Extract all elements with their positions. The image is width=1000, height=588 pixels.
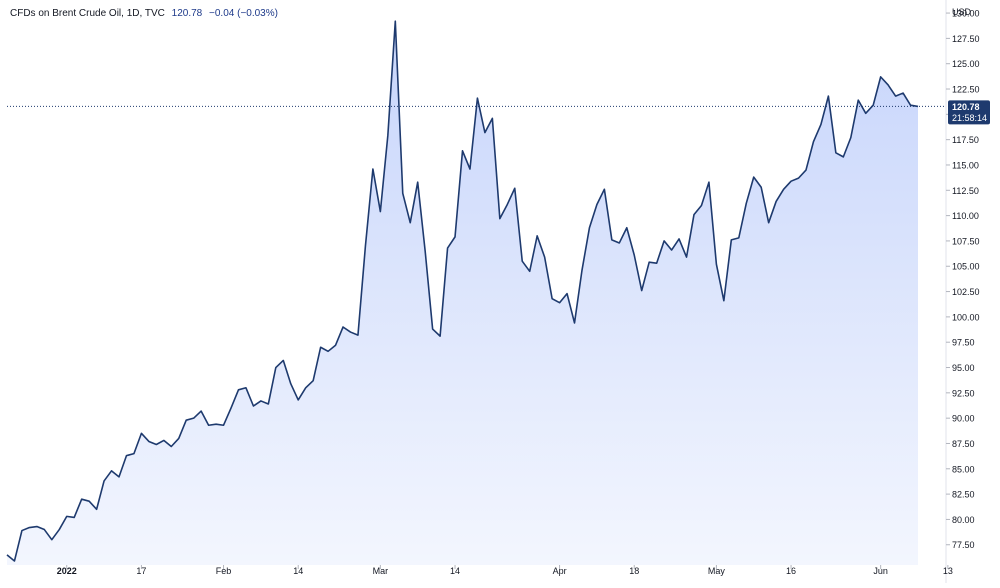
price-change-value: −0.04 (−0.03%)	[209, 8, 278, 19]
y-tick-label: 95.00	[952, 363, 975, 373]
y-tick-label: 130.00	[952, 9, 980, 19]
y-tick-label: 87.50	[952, 439, 975, 449]
y-tick-label: 97.50	[952, 338, 975, 348]
y-tick-label: 82.50	[952, 490, 975, 500]
x-tick-label: Jun	[873, 566, 888, 576]
y-tick-label: 85.00	[952, 464, 975, 474]
y-tick-label: 115.00	[952, 160, 979, 170]
y-tick-label: 90.00	[952, 414, 975, 424]
y-tick-label: 117.50	[952, 135, 979, 145]
x-tick-label: 14	[450, 566, 460, 576]
x-tick-label: 16	[786, 566, 796, 576]
price-area	[7, 21, 918, 566]
x-tick-label: Mar	[373, 566, 389, 576]
x-tick-label: 18	[629, 566, 639, 576]
time-axis[interactable]: 2022 17 Feb 14 Mar 14 Apr 18 May 16 Jun 13	[57, 565, 953, 576]
y-tick-label: 80.00	[952, 515, 975, 525]
y-tick-label: 100.00	[952, 312, 980, 322]
y-tick-label: 102.50	[952, 287, 980, 297]
chart-legend: CFDs on Brent Crude Oil, 1D, TVC 120.78 …	[10, 8, 278, 19]
y-tick-label: 105.00	[952, 262, 980, 272]
x-tick-label: 2022	[57, 566, 77, 576]
x-tick-label: 13	[943, 566, 953, 576]
price-axis[interactable]: USD 77.50 80.00 82.50 85.00 87.50 90.00 92.50 95…	[945, 0, 980, 583]
y-tick-label: 122.50	[952, 85, 980, 95]
last-price-tag-value: 120.78	[952, 102, 980, 112]
x-tick-label: 14	[293, 566, 303, 576]
bar-countdown: 21:58:14	[952, 113, 987, 123]
y-tick-label: 107.50	[952, 236, 980, 246]
last-price-value: 120.78	[171, 8, 203, 19]
price-line	[6, 20, 919, 562]
x-tick-label: May	[708, 566, 726, 576]
currency-label: USD	[952, 7, 972, 17]
y-tick-label: 125.00	[952, 59, 980, 69]
last-price-tag	[948, 100, 990, 125]
y-tick-label: 77.50	[952, 540, 975, 550]
symbol-title: CFDs on Brent Crude Oil, 1D, TVC	[10, 8, 165, 19]
y-tick-label: 127.50	[952, 34, 980, 44]
y-tick-label: 112.50	[952, 186, 979, 196]
x-tick-label: 17	[136, 566, 146, 576]
y-tick-label: 110.00	[952, 211, 979, 221]
x-tick-label: Feb	[216, 566, 232, 576]
y-tick-label: 92.50	[952, 388, 975, 398]
x-tick-label: Apr	[553, 566, 567, 576]
